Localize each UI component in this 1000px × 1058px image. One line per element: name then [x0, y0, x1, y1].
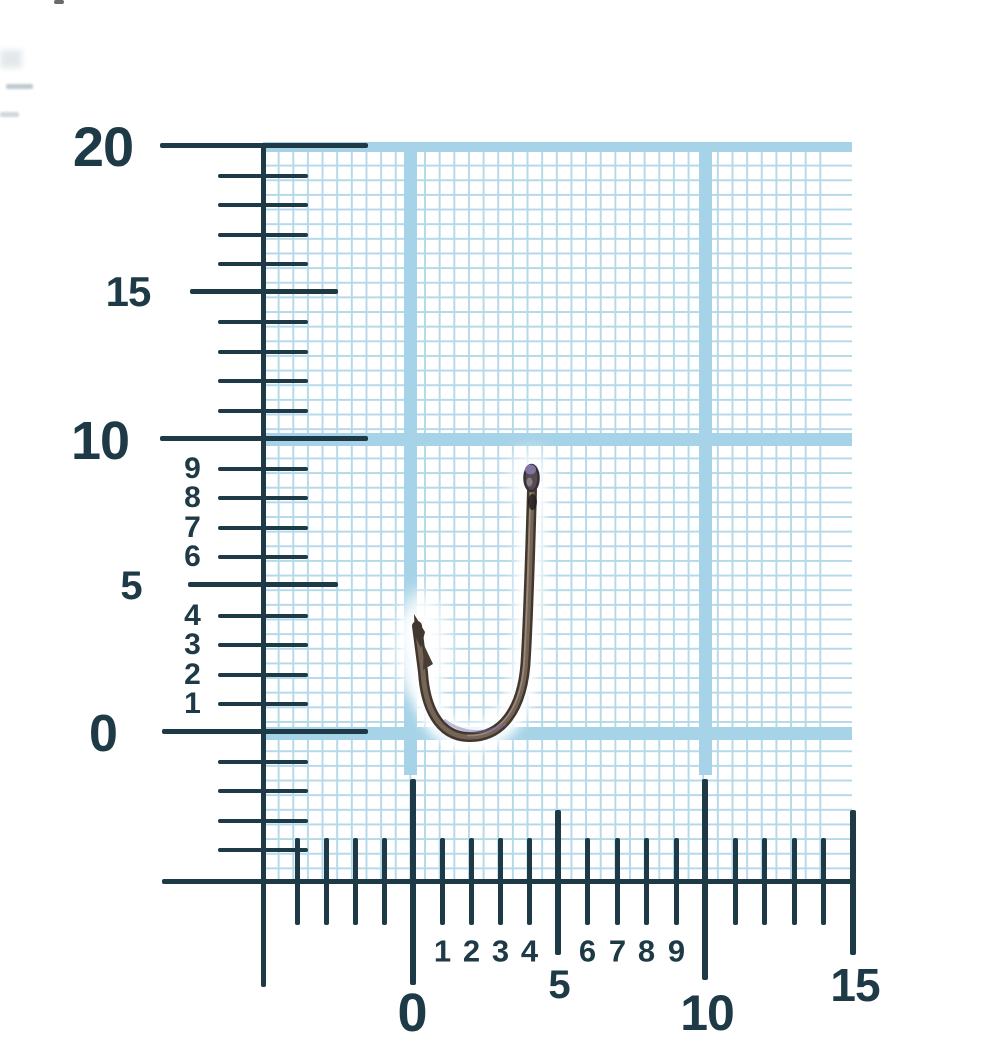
- grid-major-line-vertical-10: [699, 147, 712, 775]
- hook-eye-glint: [526, 477, 533, 487]
- left-ruler-major-tick: [188, 582, 338, 587]
- left-ruler-minor-tick: [218, 789, 308, 793]
- bottom-ruler-minor-tick: [674, 838, 679, 925]
- left-ruler-label-5: 5: [120, 564, 142, 608]
- bottom-ruler-major-tick: [410, 779, 416, 985]
- left-ruler-major-tick: [162, 729, 368, 734]
- left-ruler-minor-tick: [218, 262, 308, 266]
- bottom-ruler-major-tick: [702, 779, 708, 980]
- bottom-ruler-minor-tick: [821, 838, 826, 925]
- left-ruler-minor-tick: [218, 643, 308, 647]
- hook-point: [414, 614, 425, 648]
- hook-shank-dark-mark: [528, 494, 537, 510]
- bottom-ruler-label-10: 10: [680, 985, 735, 1041]
- bottom-ruler-label-0: 0: [397, 983, 427, 1043]
- hook-wire-highlight: [467, 489, 532, 737]
- bottom-ruler-minor-tick: [440, 838, 445, 925]
- bottom-ruler-minor-label: 3: [491, 933, 509, 969]
- left-ruler-minor-label: 9: [184, 452, 201, 485]
- bottom-ruler-minor-tick: [469, 838, 474, 925]
- left-ruler-minor-label: 7: [184, 511, 201, 544]
- hook-barb: [423, 645, 433, 670]
- bottom-ruler-minor-label: 1: [433, 933, 451, 969]
- bottom-ruler-minor-label: 8: [637, 933, 655, 969]
- left-ruler-label-15: 15: [105, 268, 152, 315]
- photo-smudge: [0, 112, 19, 117]
- bottom-ruler-minor-tick: [585, 838, 590, 925]
- left-ruler-minor-tick: [218, 555, 308, 559]
- bottom-ruler-minor-label: 7: [608, 933, 626, 969]
- left-ruler-minor-tick: [218, 526, 308, 530]
- grid-major-line-horizontal-top: [263, 142, 852, 152]
- bottom-ruler-minor-tick: [644, 838, 649, 925]
- left-ruler-minor-label: 2: [184, 658, 201, 691]
- left-ruler-minor-label: 4: [184, 599, 201, 632]
- left-ruler-minor-tick: [218, 203, 308, 207]
- left-ruler-minor-tick: [218, 379, 308, 383]
- left-ruler-label-20: 20: [72, 115, 134, 178]
- left-ruler-label-0: 0: [89, 705, 118, 763]
- bottom-ruler-minor-label: 9: [667, 933, 685, 969]
- bottom-ruler-label-15: 15: [830, 959, 880, 1011]
- bottom-ruler-minor-tick: [527, 838, 532, 925]
- bottom-ruler-minor-tick: [615, 838, 620, 925]
- left-ruler-minor-tick: [218, 350, 308, 354]
- bottom-ruler-minor-tick: [498, 838, 503, 925]
- bottom-ruler-major-tick: [555, 810, 561, 955]
- left-ruler-minor-tick: [218, 673, 308, 677]
- bottom-ruler-axis: [162, 879, 853, 884]
- bottom-ruler-minor-label: 2: [462, 933, 480, 969]
- bottom-ruler-major-tick: [850, 810, 856, 955]
- left-ruler-minor-tick: [218, 496, 308, 500]
- left-ruler-label-10: 10: [70, 411, 130, 471]
- photo-smudge: [0, 50, 22, 68]
- left-ruler-minor-tick: [218, 760, 308, 764]
- left-ruler-minor-tick: [218, 174, 308, 178]
- bottom-ruler-minor-label: 4: [520, 933, 538, 969]
- left-ruler-major-tick: [160, 436, 368, 441]
- bottom-ruler-label-5: 5: [548, 963, 570, 1007]
- left-ruler-minor-tick: [218, 702, 308, 706]
- left-ruler-minor-label: 6: [184, 540, 201, 573]
- hook-eye-purple-top: [525, 464, 536, 475]
- left-ruler-minor-label: 3: [184, 628, 201, 661]
- graph-paper-grid-right-edge: [823, 150, 852, 880]
- left-ruler-major-tick: [190, 289, 338, 294]
- left-ruler-minor-tick: [218, 614, 308, 618]
- hook-bend-purple-sheen: [443, 718, 507, 734]
- hook-shank-inner-shading: [414, 487, 535, 740]
- left-ruler-minor-label: 8: [184, 481, 201, 514]
- left-ruler-major-tick: [160, 143, 368, 148]
- bottom-ruler-minor-tick: [382, 838, 387, 925]
- bottom-ruler-minor-tick: [324, 838, 329, 925]
- left-ruler-minor-tick: [218, 819, 308, 823]
- left-ruler-minor-tick: [218, 848, 308, 852]
- bottom-ruler-minor-tick: [353, 838, 358, 925]
- left-ruler-minor-tick: [218, 233, 308, 237]
- bottom-ruler-minor-tick: [792, 838, 797, 925]
- left-ruler-minor-tick: [218, 409, 308, 413]
- bottom-ruler-minor-tick: [762, 838, 767, 925]
- bottom-ruler-minor-tick: [295, 838, 300, 925]
- bottom-ruler-minor-tick: [733, 838, 738, 925]
- left-ruler-axis: [261, 144, 266, 987]
- left-ruler-minor-tick: [218, 320, 308, 324]
- photo-smudge: [54, 0, 64, 4]
- fishing-hook-photo: [396, 450, 552, 751]
- left-ruler-minor-label: 1: [184, 687, 201, 720]
- photo-smudge: [6, 84, 33, 89]
- left-ruler-minor-tick: [218, 467, 308, 471]
- bottom-ruler-minor-label: 6: [578, 933, 596, 969]
